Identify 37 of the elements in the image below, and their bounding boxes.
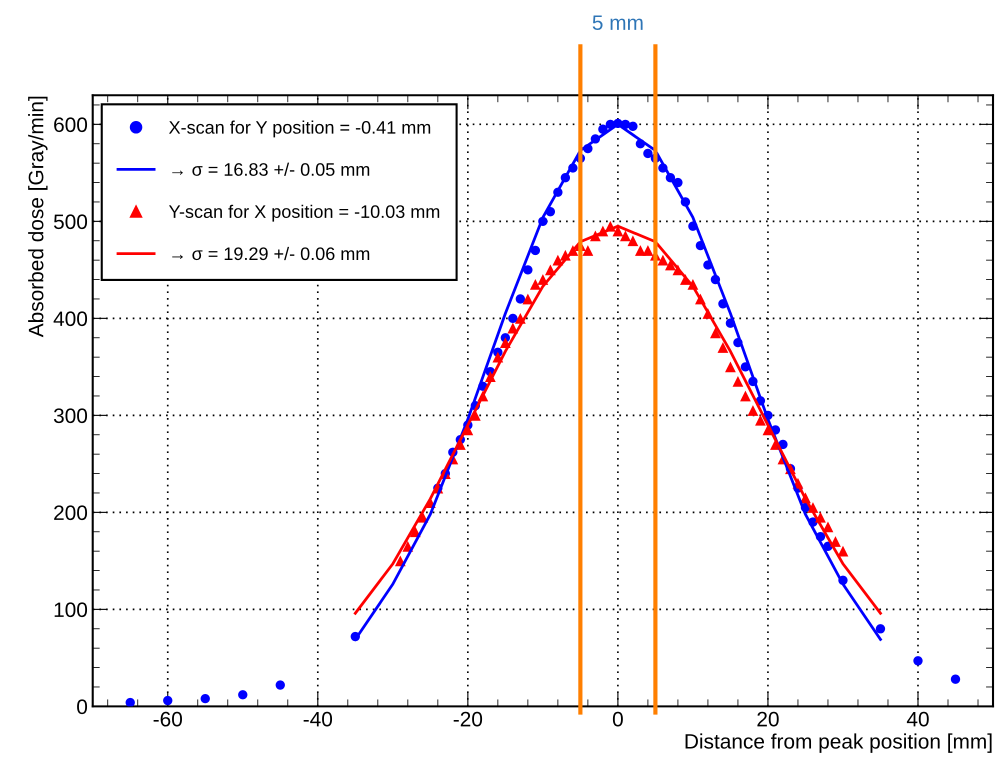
point [658, 254, 668, 266]
point [530, 279, 541, 290]
y-tick-label: 200 [54, 505, 88, 520]
y-tick-label: 500 [54, 214, 88, 230]
x-tick-label: -40 [304, 712, 332, 727]
point [665, 260, 676, 270]
point [620, 230, 631, 242]
y-tick-label: 400 [54, 311, 88, 326]
x-tick-label: -20 [454, 712, 482, 727]
y-tick-label: 300 [54, 408, 88, 424]
y-tick-label: 600 [54, 117, 88, 132]
x-tick-label: 0 [612, 712, 623, 727]
x-tick-label: 40 [906, 712, 929, 727]
x-axis-title: Distance from peak position [mm] [686, 733, 992, 753]
point [718, 342, 728, 353]
y-axis-title: Absorbed dose [Gray/min] [28, 96, 48, 338]
point [642, 245, 654, 256]
point [725, 361, 736, 372]
y-tick-label: 100 [54, 602, 88, 618]
text: 5 mm [592, 15, 643, 30]
legend-label: → σ = 19.29 +/- 0.06 mm [172, 246, 370, 260]
point [732, 376, 744, 387]
x-tick-label: 20 [757, 712, 779, 727]
legend-label: → σ = 16.83 +/- 0.05 mm [172, 162, 370, 176]
point [748, 405, 758, 416]
x-tick-label: -60 [154, 712, 182, 727]
legend-label: X-scan for Y position = -0.41 mm [168, 120, 430, 138]
point [838, 546, 848, 557]
point [522, 294, 534, 304]
legend-label: Y-scan for X position = -10.03 mm [168, 204, 440, 222]
point [740, 390, 751, 402]
point [582, 245, 594, 256]
point [755, 414, 766, 426]
point [710, 328, 721, 338]
y-tick-label: 0 [77, 699, 88, 714]
point [628, 235, 638, 246]
point [822, 522, 834, 532]
